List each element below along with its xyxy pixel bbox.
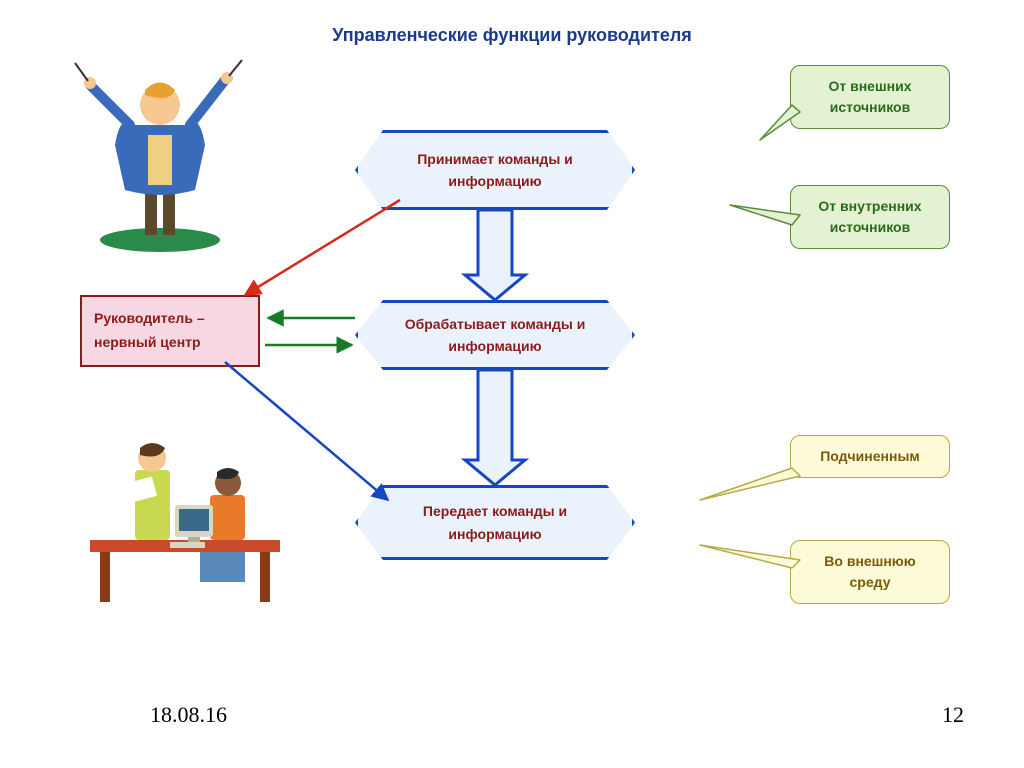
callout-external-sources: От внешних источников bbox=[790, 65, 950, 129]
callout-subordinates: Подчиненным bbox=[790, 435, 950, 478]
callout-internal-label: От внутренних источников bbox=[818, 198, 921, 235]
callout-external-label: От внешних источников bbox=[828, 78, 911, 115]
manager-nerve-center-box: Руководитель – нервный центр bbox=[80, 295, 260, 367]
callout-env-label: Во внешнюю среду bbox=[824, 553, 915, 590]
callout-internal-sources: От внутренних источников bbox=[790, 185, 950, 249]
hexagon-receive: Принимает команды и информацию bbox=[355, 130, 635, 210]
hexagon-receive-label: Принимает команды и информацию bbox=[388, 148, 602, 193]
callout-external-env: Во внешнюю среду bbox=[790, 540, 950, 604]
footer-page-number: 12 bbox=[942, 702, 964, 728]
diagram-title: Управленческие функции руководителя bbox=[0, 25, 1024, 46]
callout-sub-label: Подчиненным bbox=[820, 448, 920, 464]
hexagon-process-label: Обрабатывает команды и информацию bbox=[388, 313, 602, 358]
hexagon-transmit: Передает команды и информацию bbox=[355, 485, 635, 560]
hexagon-process: Обрабатывает команды и информацию bbox=[355, 300, 635, 370]
manager-nerve-center-label: Руководитель – нервный центр bbox=[94, 310, 205, 350]
hexagon-transmit-label: Передает команды и информацию bbox=[388, 500, 602, 545]
clipart-office bbox=[80, 420, 290, 615]
footer-date: 18.08.16 bbox=[150, 702, 227, 728]
clipart-conductor bbox=[70, 55, 250, 260]
